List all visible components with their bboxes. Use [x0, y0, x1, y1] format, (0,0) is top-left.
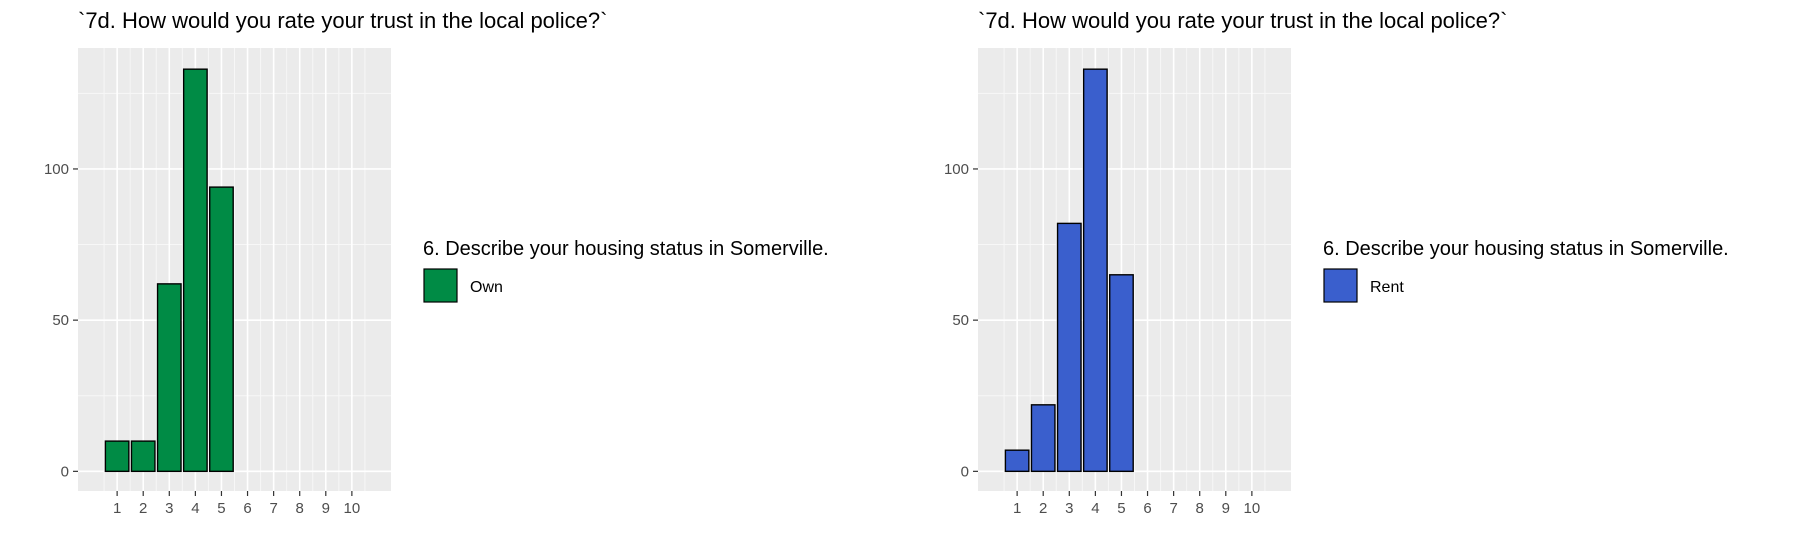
chart-own: `7d. How would you rate your trust in th…: [44, 8, 829, 517]
y-axis: 0 50 100: [44, 161, 78, 480]
chart-rent-svg: `7d. How would you rate your trust in th…: [944, 8, 1729, 517]
x-tick-label: 4: [191, 500, 199, 517]
x-tick-label: 9: [1222, 500, 1230, 517]
x-tick-label: 3: [1065, 500, 1073, 517]
x-tick-label: 5: [217, 500, 225, 517]
bar-5: [1109, 274, 1134, 473]
x-tick-label: 3: [165, 500, 173, 517]
legend-key: [423, 268, 458, 303]
y-tick-label: 100: [944, 161, 969, 178]
bar-1: [104, 440, 130, 473]
y-tick-label: 50: [952, 312, 969, 329]
x-tick-label: 2: [139, 500, 147, 517]
chart-title: `7d. How would you rate your trust in th…: [78, 8, 607, 33]
bars: [1004, 68, 1134, 473]
bar-2: [130, 440, 156, 473]
chart-title: `7d. How would you rate your trust in th…: [978, 8, 1507, 33]
x-tick-label: 1: [1013, 500, 1021, 517]
x-tick-label: 8: [1196, 500, 1204, 517]
bar-1: [1004, 449, 1030, 473]
x-tick-label: 9: [322, 500, 330, 517]
x-tick-label: 8: [296, 500, 304, 517]
x-tick-label: 5: [1117, 500, 1125, 517]
x-tick-label: 6: [243, 500, 251, 517]
grid-minor: [78, 48, 391, 491]
legend-label: Own: [470, 279, 503, 296]
x-axis: 1 2 3 4 5 6 7 8 9 10: [1013, 491, 1260, 517]
bar-3: [1056, 222, 1082, 473]
bar-2: [1030, 404, 1056, 473]
x-tick-label: 4: [1091, 500, 1099, 517]
x-tick-label: 10: [344, 500, 361, 517]
y-tick-label: 0: [61, 463, 69, 480]
legend-key: [1323, 268, 1358, 303]
bar-5: [209, 186, 234, 473]
x-tick-label: 1: [113, 500, 121, 517]
x-tick-label: 6: [1143, 500, 1151, 517]
legend-title: 6. Describe your housing status in Somer…: [1323, 238, 1729, 260]
y-tick-label: 0: [961, 463, 969, 480]
chart-rent: `7d. How would you rate your trust in th…: [900, 0, 1800, 549]
x-tick-label: 7: [1169, 500, 1177, 517]
y-tick-label: 100: [44, 161, 69, 178]
bars: [104, 68, 234, 473]
x-tick-label: 10: [1244, 500, 1261, 517]
legend-title: 6. Describe your housing status in Somer…: [423, 238, 829, 260]
y-axis: 0 50 100: [944, 161, 978, 480]
bar-4: [182, 68, 208, 473]
x-axis: 1 2 3 4 5 6 7 8 9 10: [113, 491, 360, 517]
bar-3: [156, 283, 182, 473]
y-tick-label: 50: [52, 312, 69, 329]
bar-4: [1082, 68, 1108, 473]
x-tick-label: 2: [1039, 500, 1047, 517]
x-tick-label: 7: [269, 500, 277, 517]
legend-label: Rent: [1370, 279, 1404, 296]
grid-minor: [978, 48, 1291, 491]
chart-own-svg: `7d. How would you rate your trust in th…: [44, 8, 829, 517]
